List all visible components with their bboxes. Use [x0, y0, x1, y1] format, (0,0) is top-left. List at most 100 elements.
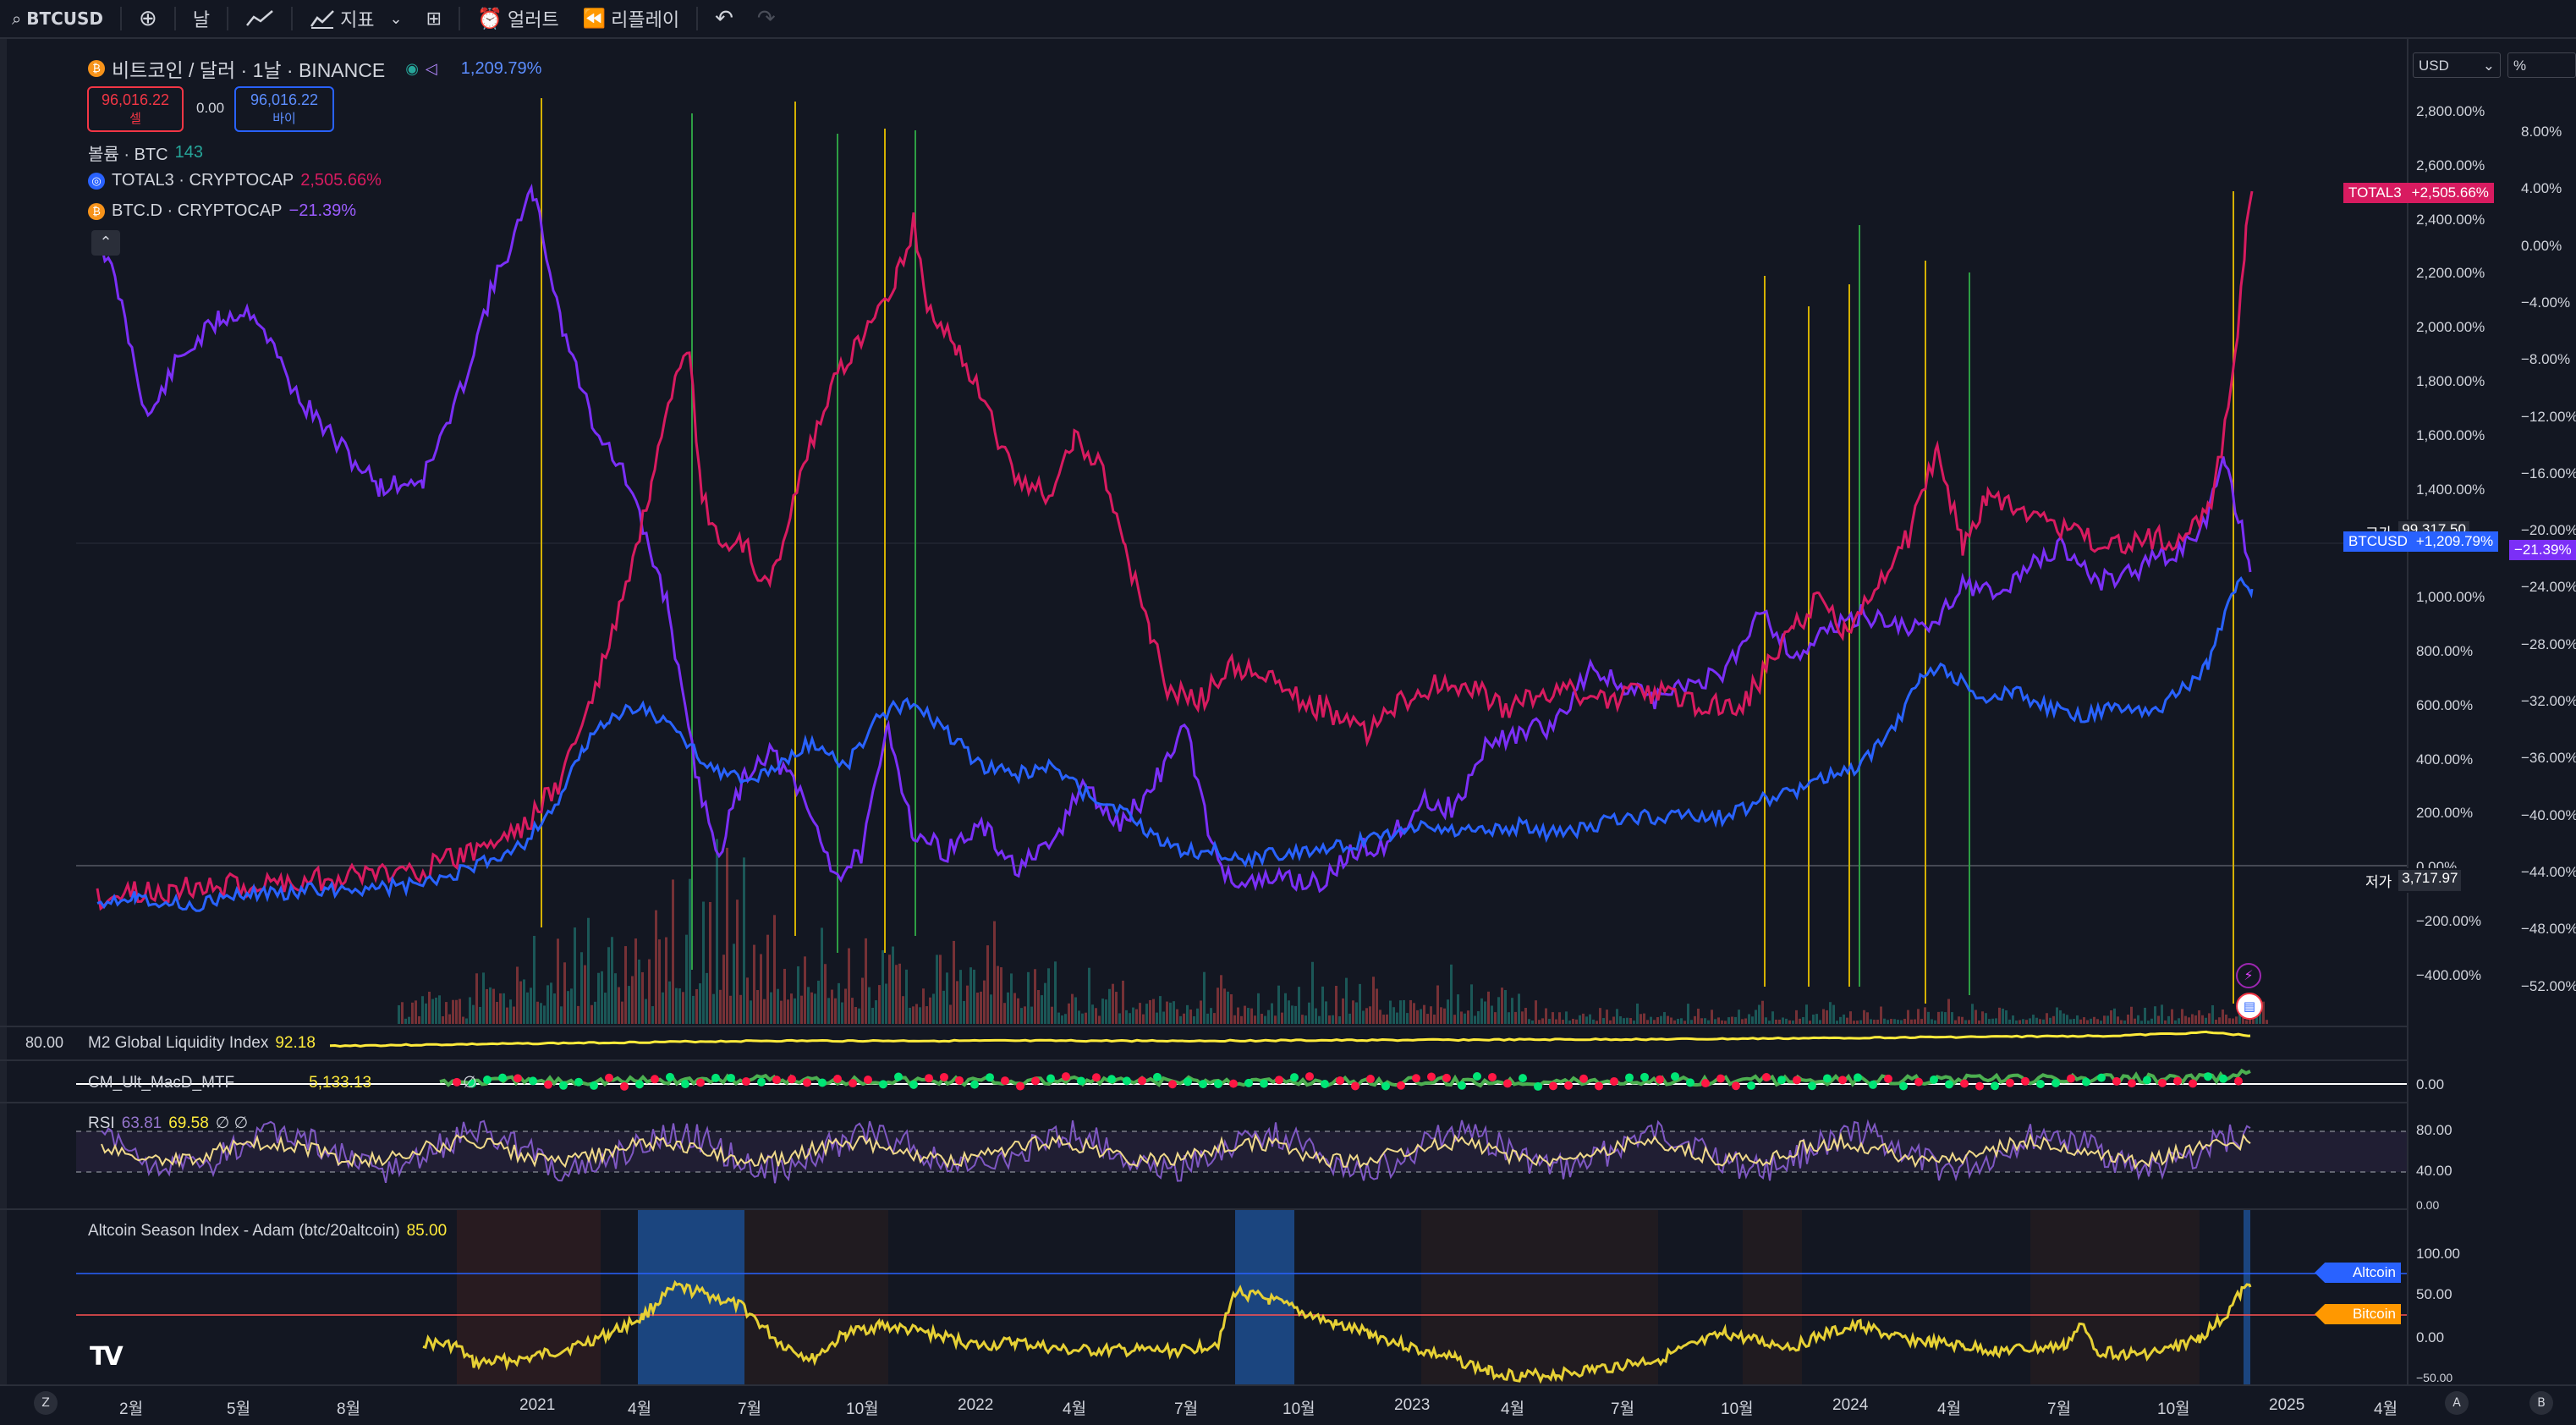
volume-bar: [1555, 1019, 1557, 1024]
volume-bar: [719, 989, 722, 1024]
volume-bar: [631, 976, 634, 1024]
volume-bar: [1423, 1004, 1425, 1024]
volume-bar: [455, 999, 458, 1024]
volume-bar: [739, 994, 742, 1024]
volume-bar: [1907, 1010, 1909, 1024]
volume-bar: [1751, 1016, 1754, 1024]
macd-dot: [666, 1072, 674, 1081]
volume-bar: [2201, 1015, 2204, 1024]
volume-bar: [2130, 1006, 2133, 1024]
chevron-down-icon[interactable]: ⌄: [389, 9, 403, 28]
alert-button[interactable]: ⏰ 얼러트: [465, 0, 571, 37]
templates-button[interactable]: ⊞: [415, 0, 453, 37]
macd-dot: [1610, 1076, 1618, 1086]
indicators-label: 지표: [340, 10, 375, 31]
volume-bar: [1853, 1021, 1855, 1024]
volume-bar: [1927, 1011, 1930, 1024]
chart-type-button[interactable]: [233, 0, 286, 37]
share-icon[interactable]: ◁: [425, 59, 437, 77]
macd-dot: [1321, 1080, 1329, 1089]
indicators-button[interactable]: 지표 ⌄: [298, 0, 415, 37]
volume-bar: [1156, 1012, 1158, 1024]
auto-scale-button[interactable]: A: [2445, 1391, 2469, 1415]
volume-bar: [888, 955, 891, 1024]
lightning-icon[interactable]: ⚡: [2236, 963, 2261, 988]
volume-bar: [1315, 1008, 1317, 1024]
macd-dot: [529, 1076, 537, 1086]
volume-bar: [997, 966, 999, 1024]
collapse-legend-button[interactable]: ⌃: [91, 230, 120, 256]
volume-bar: [1294, 1005, 1297, 1024]
zoom-button[interactable]: Z: [34, 1391, 58, 1415]
volume-bar: [2150, 1018, 2153, 1024]
volume-bar: [787, 999, 789, 1024]
percent-axis-label: 1,800.00%: [2416, 373, 2485, 389]
volume-bar: [404, 1018, 407, 1024]
buy-button[interactable]: 96,016.22 바이: [234, 86, 334, 132]
volume-bar: [1819, 1020, 1821, 1024]
eye-icon[interactable]: ◉: [405, 59, 419, 77]
volume-bar: [1859, 1020, 1862, 1024]
time-tick-label: 2022: [958, 1396, 994, 1414]
total3-series-line: [96, 190, 2254, 911]
btcusd-tag-value: +1,209.79%: [2415, 533, 2494, 549]
volume-bar: [844, 988, 847, 1024]
volume-bar: [1981, 1011, 1984, 1024]
volume-bar: [1792, 1021, 1794, 1024]
macd-dot: [1701, 1079, 1710, 1088]
rsi-axis-bottom: 40.00: [2416, 1163, 2452, 1179]
time-tick-label: 2024: [1832, 1396, 1869, 1414]
undo-icon: ↶: [715, 6, 733, 31]
compare-add-button[interactable]: ⊕: [127, 0, 169, 37]
macd-dot: [651, 1075, 659, 1084]
macd-dot: [1031, 1076, 1040, 1086]
volume-bar: [1122, 980, 1124, 1024]
total3-tag-value: +2,505.66%: [2411, 184, 2489, 201]
time-axis[interactable]: [0, 1384, 2576, 1425]
percent-axis-label: 2,200.00%: [2416, 265, 2485, 282]
macd-dot: [1214, 1079, 1222, 1088]
volume-bar: [2184, 1015, 2187, 1024]
replay-button[interactable]: ⏪ 리플레이: [571, 0, 691, 37]
volume-value: 143: [174, 143, 203, 162]
interval-button[interactable]: 날: [181, 0, 222, 37]
macd-dot: [727, 1073, 735, 1082]
volume-bar: [1264, 1015, 1266, 1024]
volume-bar: [753, 944, 755, 1024]
volume-bar: [2140, 1021, 2143, 1024]
volume-bar: [607, 947, 610, 1024]
flag-icon[interactable]: ▤: [2236, 993, 2263, 1020]
volume-bar: [2161, 1004, 2163, 1024]
volume-bar: [1887, 1020, 1889, 1024]
time-tick-label: 10월: [1721, 1400, 1754, 1418]
symbol-search[interactable]: ⌕ BTCUSD: [0, 0, 115, 37]
redo-button[interactable]: ↷: [745, 0, 788, 37]
sell-button[interactable]: 96,016.22 셀: [87, 86, 184, 132]
macd-dot: [2219, 1074, 2227, 1083]
low-label: 저가: [2365, 874, 2392, 890]
volume-bar: [1443, 1008, 1446, 1024]
volume-bar: [1142, 1014, 1145, 1024]
volume-bar: [706, 972, 708, 1024]
volume-bar: [1931, 1019, 1933, 1024]
volume-bar: [1785, 1018, 1788, 1024]
volume-bar: [2056, 1007, 2058, 1024]
toolbar-divider: [227, 7, 229, 30]
volume-bar: [1934, 1020, 1936, 1024]
altseason-value: 85.00: [406, 1222, 448, 1240]
volume-bar: [1064, 1014, 1067, 1024]
chart-canvas[interactable]: [0, 39, 2576, 1384]
dominance-axis-label: −52.00%: [2521, 977, 2576, 994]
macd-dot: [864, 1076, 872, 1085]
search-icon: ⌕: [12, 8, 22, 29]
undo-button[interactable]: ↶: [703, 0, 745, 37]
time-tick-label: 4월: [1501, 1400, 1525, 1418]
percent-toggle[interactable]: %: [2507, 52, 2576, 78]
volume-bar: [1883, 1018, 1886, 1024]
volume-bar: [2002, 1008, 2004, 1024]
volume-bar: [1846, 1017, 1848, 1024]
log-scale-button[interactable]: B: [2529, 1391, 2553, 1415]
volume-bar: [763, 999, 766, 1024]
currency-select[interactable]: USD ⌄: [2413, 52, 2501, 78]
volume-bar: [810, 992, 813, 1024]
